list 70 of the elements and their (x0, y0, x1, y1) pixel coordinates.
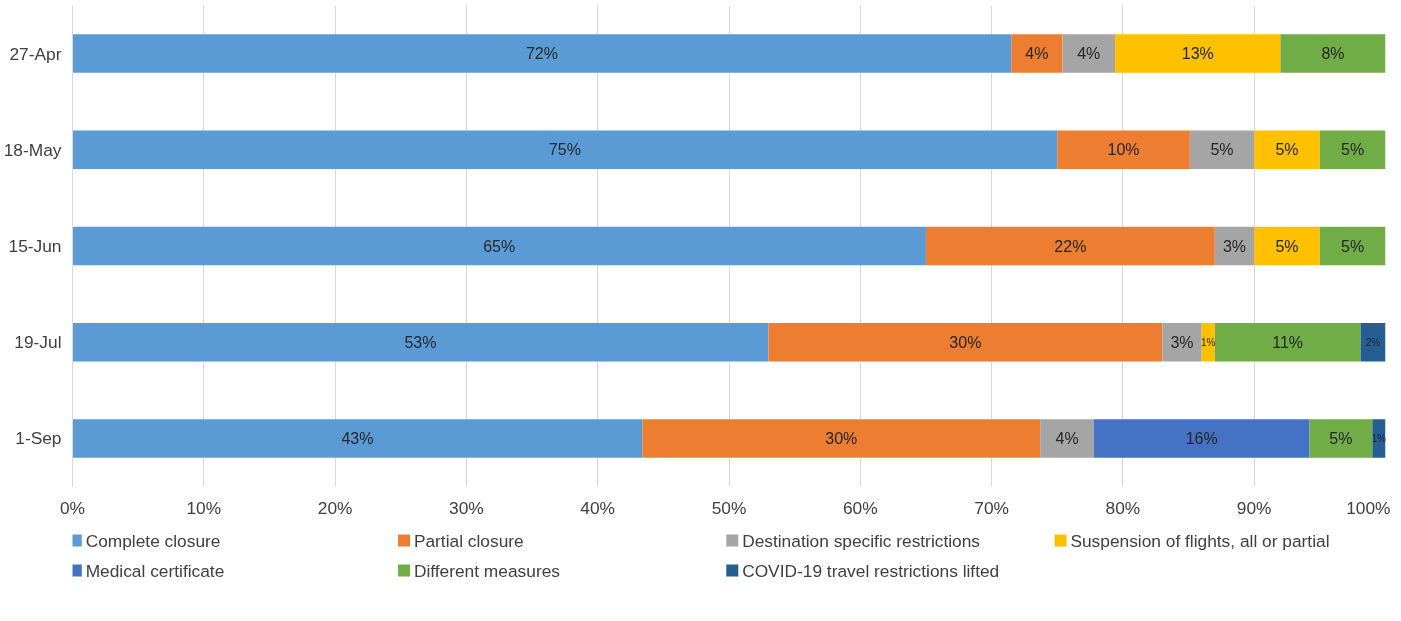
data-label: 3% (1170, 333, 1194, 351)
bar (1280, 34, 1386, 73)
data-label: 72% (525, 45, 558, 63)
legend-label: Destination specific restrictions (742, 530, 981, 551)
bar (1254, 226, 1320, 266)
data-label: 2% (1365, 336, 1381, 348)
bar (642, 419, 1041, 458)
data-label: 8% (1321, 45, 1345, 63)
legend-label: Medical certificate (85, 560, 225, 581)
bar (72, 130, 1058, 170)
data-label: 65% (483, 237, 516, 255)
bar (72, 322, 769, 362)
x-tick-label: 80% (1105, 497, 1141, 518)
bar (925, 226, 1215, 266)
legend-label: Suspension of flights, all or partial (1070, 530, 1330, 551)
bar (1214, 322, 1361, 362)
data-label: 10% (1107, 141, 1140, 159)
bar (1115, 34, 1281, 73)
y-tick-label: 18-May (3, 139, 62, 160)
x-tick-label: 50% (711, 497, 747, 518)
data-label: 3% (1222, 237, 1247, 255)
x-tick-label: 0% (59, 497, 86, 518)
data-label: 5% (1341, 237, 1365, 255)
bar (1319, 226, 1386, 266)
data-label: 43% (341, 429, 374, 447)
bar (1040, 419, 1095, 458)
bar (1094, 419, 1310, 458)
data-label: 4% (1077, 45, 1101, 63)
legend-label: Complete closure (85, 530, 221, 551)
data-label: 4% (1025, 45, 1049, 63)
data-label: 4% (1055, 429, 1079, 447)
bar (72, 226, 926, 266)
bar (768, 322, 1163, 362)
data-label: 5% (1329, 429, 1353, 447)
x-tick-label: 70% (974, 497, 1009, 518)
data-label: 13% (1181, 45, 1214, 63)
y-tick-label: 19-Jul (14, 332, 62, 353)
data-label: 11% (1272, 333, 1304, 351)
bar (1062, 34, 1116, 73)
y-tick-label: 1-Sep (15, 428, 62, 449)
bar (1189, 130, 1255, 170)
bar (1254, 130, 1320, 170)
legend-label: Partial closure (413, 530, 524, 551)
bar (1319, 130, 1386, 170)
data-label: 16% (1185, 429, 1218, 447)
bar (1011, 34, 1063, 73)
x-tick-label: 20% (317, 497, 353, 518)
legend-label: Different measures (413, 560, 561, 581)
data-label: 22% (1054, 237, 1087, 255)
x-tick-label: 30% (449, 497, 484, 518)
y-tick-label: 15-Jun (8, 236, 62, 256)
bar (72, 34, 1012, 73)
x-tick-label: 40% (580, 497, 616, 518)
data-label: 5% (1275, 237, 1299, 255)
legend-label: COVID-19 travel restrictions lifted (742, 560, 1000, 581)
data-label: 5% (1275, 141, 1299, 159)
x-tick-label: 100% (1346, 497, 1391, 518)
x-tick-label: 90% (1236, 497, 1272, 518)
bar (1309, 419, 1373, 458)
bar (72, 419, 643, 458)
x-tick-label: 60% (842, 497, 878, 518)
data-label: 53% (404, 333, 437, 351)
bar (1057, 130, 1190, 170)
data-label: 30% (825, 429, 858, 447)
x-tick-label: 10% (186, 497, 222, 518)
data-label: 5% (1341, 141, 1365, 159)
data-label: 30% (949, 333, 982, 351)
data-label: 5% (1210, 141, 1234, 159)
y-tick-label: 27-Apr (9, 43, 62, 64)
data-label: 75% (548, 141, 581, 159)
